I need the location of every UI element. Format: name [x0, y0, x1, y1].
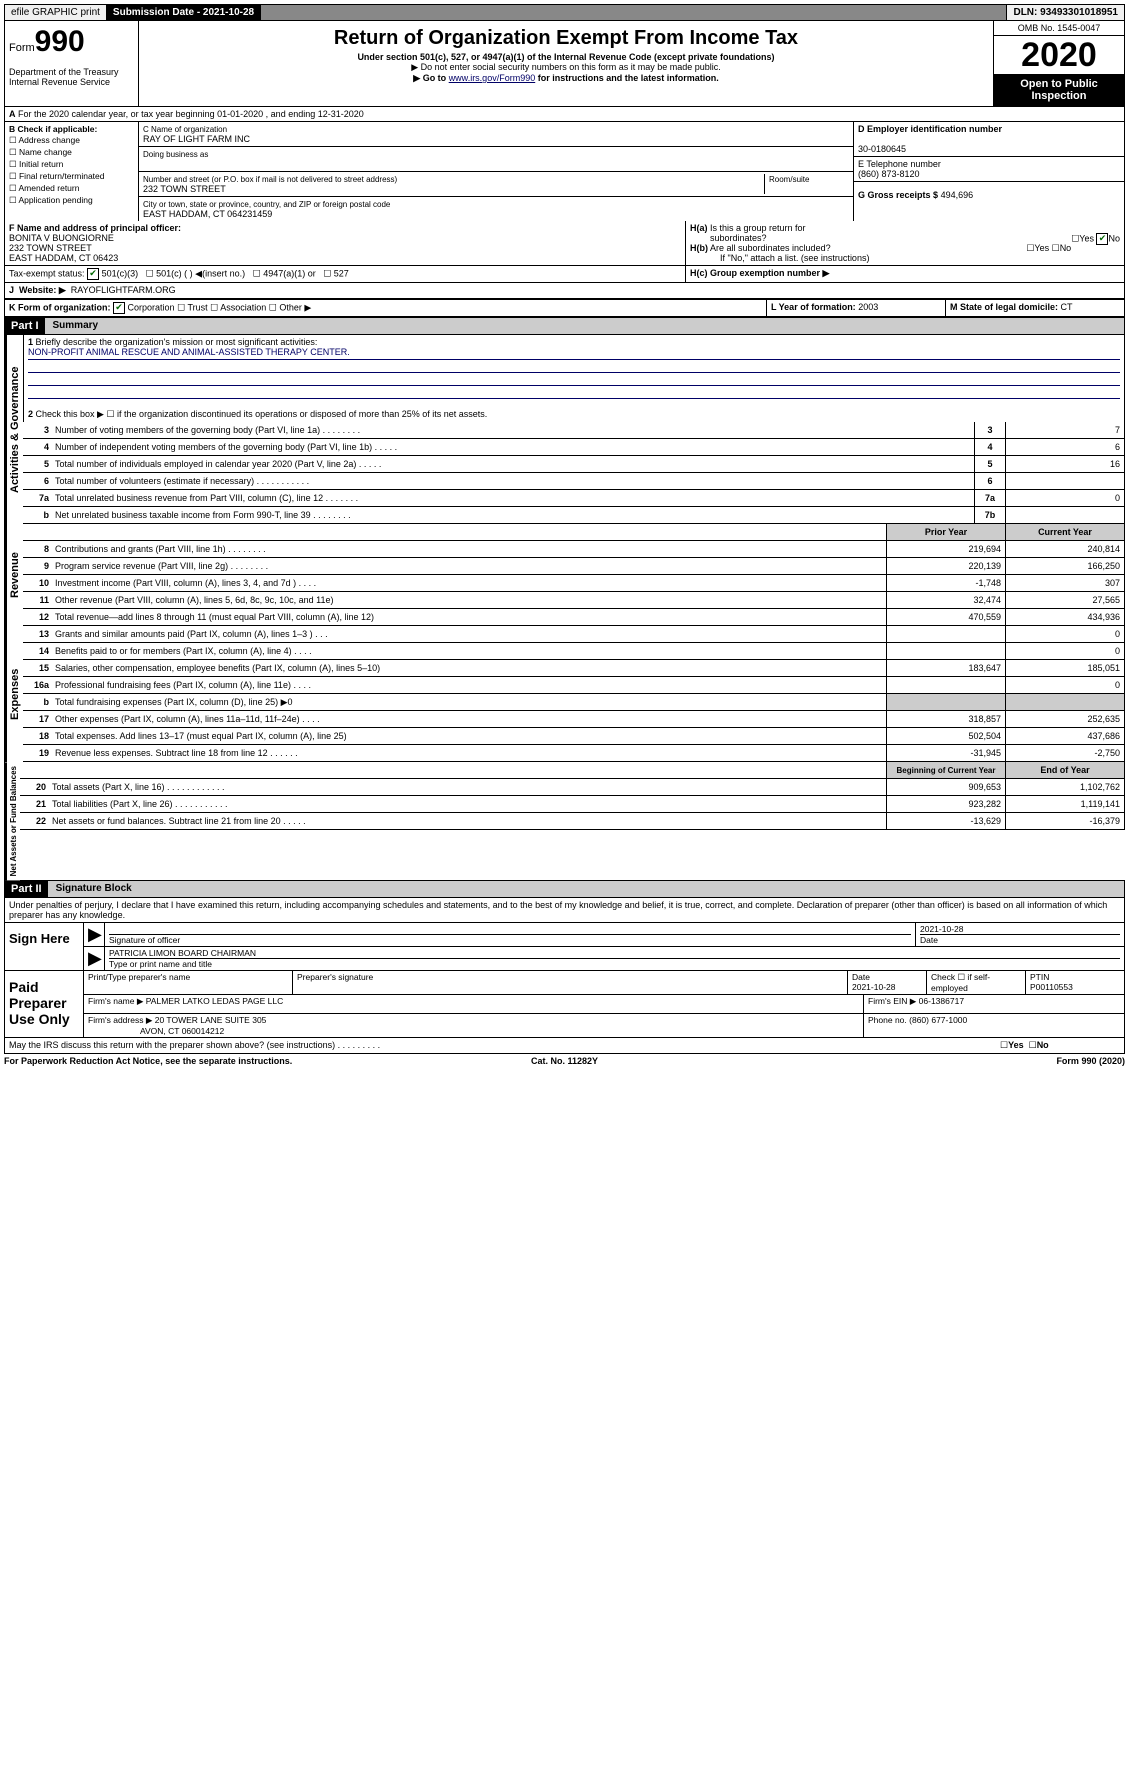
dept-label: Department of the Treasury Internal Reve…: [9, 67, 134, 87]
paid-preparer: Paid Preparer Use Only Print/Type prepar…: [4, 971, 1125, 1038]
discuss-row: May the IRS discuss this return with the…: [4, 1038, 1125, 1054]
table-row: 11Other revenue (Part VIII, column (A), …: [23, 592, 1125, 609]
org-city: EAST HADDAM, CT 064231459: [143, 209, 272, 219]
goto-note: ▶ Go to www.irs.gov/Form990 for instruct…: [143, 73, 989, 84]
section-expenses: Expenses 13Grants and similar amounts pa…: [4, 626, 1125, 762]
chk-address[interactable]: ☐ Address change: [9, 135, 134, 146]
table-row: 3Number of voting members of the governi…: [23, 422, 1125, 439]
org-name: RAY OF LIGHT FARM INC: [143, 134, 250, 144]
row-website: J Website: ▶ RAYOFLIGHTFARM.ORG: [4, 283, 1125, 300]
box-h: H(a) Is this a group return for subordin…: [686, 221, 1124, 265]
part2-header: Part II Signature Block: [4, 881, 1125, 898]
dln: DLN: 93493301018951: [1007, 5, 1124, 20]
row-a-tax-year: A For the 2020 calendar year, or tax yea…: [4, 107, 1125, 122]
form-header: Form990 Department of the Treasury Inter…: [4, 21, 1125, 107]
table-row: 10Investment income (Part VIII, column (…: [23, 575, 1125, 592]
col-beginning: Beginning of Current Year: [886, 762, 1005, 778]
label-netassets: Net Assets or Fund Balances: [5, 762, 20, 880]
col-end: End of Year: [1005, 762, 1124, 778]
submission-date[interactable]: Submission Date - 2021-10-28: [107, 5, 261, 20]
table-row: 22Net assets or fund balances. Subtract …: [20, 813, 1125, 830]
form-title: Return of Organization Exempt From Incom…: [143, 27, 989, 50]
org-street: 232 TOWN STREET: [143, 184, 226, 194]
section-revenue: Revenue b Prior Year Current Year 8Contr…: [4, 524, 1125, 626]
box-c: C Name of organizationRAY OF LIGHT FARM …: [139, 122, 853, 221]
label-governance: Activities & Governance: [5, 335, 23, 524]
col-current: Current Year: [1005, 524, 1124, 540]
table-row: 4Number of independent voting members of…: [23, 439, 1125, 456]
table-row: 15Salaries, other compensation, employee…: [23, 660, 1125, 677]
table-row: 17Other expenses (Part IX, column (A), l…: [23, 711, 1125, 728]
table-row: 13Grants and similar amounts paid (Part …: [23, 626, 1125, 643]
chk-corp[interactable]: [113, 302, 125, 314]
sign-here: Sign Here ▶ Signature of officer 2021-10…: [4, 923, 1125, 971]
ssn-note: ▶ Do not enter social security numbers o…: [143, 62, 989, 73]
table-row: 12Total revenue—add lines 8 through 11 (…: [23, 609, 1125, 626]
form-subtitle: Under section 501(c), 527, or 4947(a)(1)…: [143, 52, 989, 62]
table-row: 19Revenue less expenses. Subtract line 1…: [23, 745, 1125, 762]
section-governance: Activities & Governance 1 Briefly descri…: [4, 335, 1125, 524]
irs-link[interactable]: www.irs.gov/Form990: [449, 73, 536, 83]
mission-text: NON-PROFIT ANIMAL RESCUE AND ANIMAL-ASSI…: [28, 347, 1120, 360]
box-f: F Name and address of principal officer:…: [5, 221, 686, 265]
top-bar: efile GRAPHIC print Submission Date - 20…: [4, 4, 1125, 21]
table-row: 8Contributions and grants (Part VIII, li…: [23, 541, 1125, 558]
chk-ha-no[interactable]: [1096, 233, 1108, 245]
label-expenses: Expenses: [5, 626, 23, 762]
chk-501c3[interactable]: [87, 268, 99, 280]
table-row: 18Total expenses. Add lines 13–17 (must …: [23, 728, 1125, 745]
page-footer: For Paperwork Reduction Act Notice, see …: [4, 1054, 1125, 1068]
box-de: D Employer identification number30-01806…: [853, 122, 1124, 221]
row-klm: K Form of organization: Corporation ☐ Tr…: [4, 300, 1125, 318]
perjury-declaration: Under penalties of perjury, I declare th…: [4, 898, 1125, 923]
table-row: bTotal fundraising expenses (Part IX, co…: [23, 694, 1125, 711]
row-status: Tax-exempt status: 501(c)(3) ☐ 501(c) ( …: [4, 266, 1125, 283]
table-row: 21Total liabilities (Part X, line 26) . …: [20, 796, 1125, 813]
chk-pending[interactable]: ☐ Application pending: [9, 195, 134, 206]
tax-year: 2020: [994, 36, 1124, 74]
table-row: 5Total number of individuals employed in…: [23, 456, 1125, 473]
phone: (860) 873-8120: [858, 169, 920, 179]
box-b: B Check if applicable: ☐ Address change …: [5, 122, 139, 221]
form-number: Form990: [9, 25, 134, 59]
label-revenue: Revenue: [5, 524, 23, 626]
entity-grid: B Check if applicable: ☐ Address change …: [4, 122, 1125, 221]
chk-amended[interactable]: ☐ Amended return: [9, 183, 134, 194]
row-fh: F Name and address of principal officer:…: [4, 221, 1125, 266]
box-m: M State of legal domicile: CT: [945, 300, 1124, 316]
chk-initial[interactable]: ☐ Initial return: [9, 159, 134, 170]
ein: 30-0180645: [858, 144, 906, 154]
box-l: L Year of formation: 2003: [766, 300, 945, 316]
table-row: 6Total number of volunteers (estimate if…: [23, 473, 1125, 490]
table-row: 16aProfessional fundraising fees (Part I…: [23, 677, 1125, 694]
box-k: K Form of organization: Corporation ☐ Tr…: [5, 300, 766, 316]
gross-receipts: 494,696: [941, 190, 974, 200]
table-row: 20Total assets (Part X, line 16) . . . .…: [20, 779, 1125, 796]
col-prior: Prior Year: [886, 524, 1005, 540]
box-hc: H(c) Group exemption number ▶: [686, 266, 1124, 282]
efile-label[interactable]: efile GRAPHIC print: [5, 5, 107, 20]
open-public-badge: Open to Public Inspection: [994, 74, 1124, 106]
tax-status: Tax-exempt status: 501(c)(3) ☐ 501(c) ( …: [5, 266, 686, 282]
omb-number: OMB No. 1545-0047: [994, 21, 1124, 36]
table-row: bNet unrelated business taxable income f…: [23, 507, 1125, 524]
q2-text: Check this box ▶ ☐ if the organization d…: [36, 409, 488, 419]
website-url[interactable]: RAYOFLIGHTFARM.ORG: [71, 285, 176, 295]
table-row: 7aTotal unrelated business revenue from …: [23, 490, 1125, 507]
chk-name[interactable]: ☐ Name change: [9, 147, 134, 158]
part1-header: Part I Summary: [4, 318, 1125, 335]
table-row: 14Benefits paid to or for members (Part …: [23, 643, 1125, 660]
section-netassets: Net Assets or Fund Balances b Beginning …: [4, 762, 1125, 881]
spacer: [261, 5, 1007, 20]
chk-final[interactable]: ☐ Final return/terminated: [9, 171, 134, 182]
table-row: 9Program service revenue (Part VIII, lin…: [23, 558, 1125, 575]
